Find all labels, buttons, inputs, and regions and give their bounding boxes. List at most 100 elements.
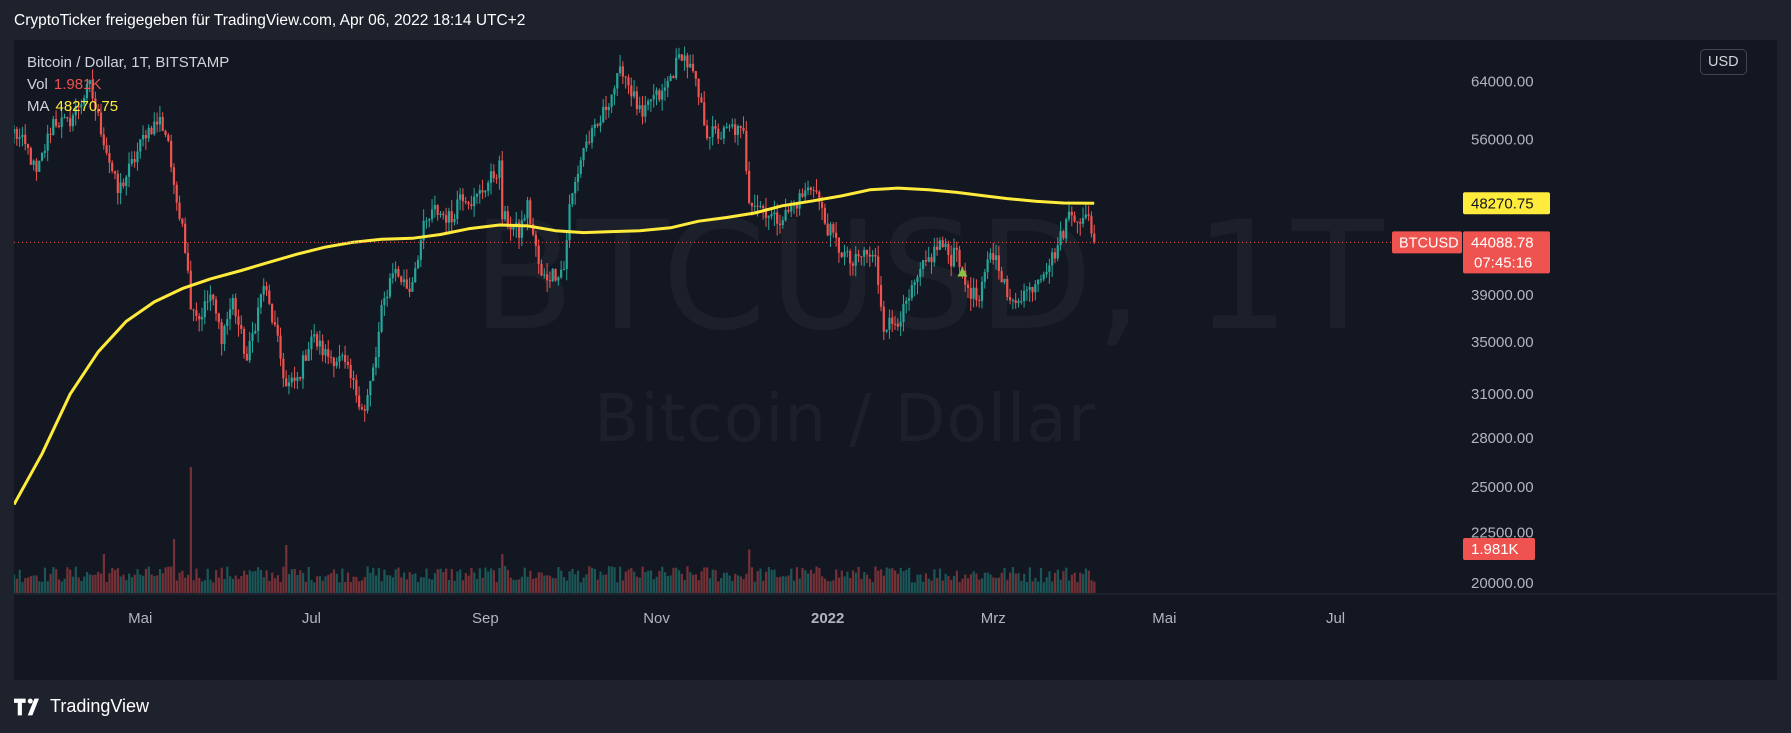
volume-bar	[450, 569, 453, 593]
volume-bar	[941, 580, 944, 593]
volume-bar	[720, 578, 723, 593]
footer-branding[interactable]: TradingView	[14, 696, 149, 717]
legend-volume[interactable]: Vol 1.981K	[27, 74, 229, 96]
volume-bar	[966, 578, 970, 593]
candle-body	[517, 222, 521, 238]
ma-price-badge	[1463, 192, 1550, 215]
candle-body	[209, 294, 212, 302]
candle-body	[85, 83, 89, 99]
legend-symbol[interactable]: Bitcoin / Dollar, 1T, BITSTAMP	[27, 54, 230, 71]
volume-bar	[989, 574, 992, 593]
volume-bar	[770, 569, 773, 593]
volume-bar	[880, 569, 883, 593]
volume-bar	[223, 578, 226, 593]
candle-body	[829, 224, 832, 236]
volume-bar	[551, 578, 554, 593]
candle-body	[672, 75, 675, 79]
legend-ma[interactable]: MA 48270.75	[27, 96, 229, 118]
candle-body	[489, 171, 493, 183]
volume-bar	[997, 577, 1001, 593]
symbol-badge[interactable]	[1392, 231, 1462, 254]
candle-body	[680, 54, 683, 61]
candle-body	[717, 128, 720, 139]
candle-body	[198, 315, 201, 320]
volume-bar	[1037, 581, 1040, 593]
moving-average-line[interactable]	[14, 186, 1095, 506]
volume-bar	[812, 573, 815, 593]
volume-bar	[296, 574, 299, 593]
candle-body	[941, 240, 944, 248]
volume-bar	[1070, 574, 1073, 593]
volume-bar	[240, 575, 243, 593]
volume-bar	[15, 578, 19, 593]
candle-body	[790, 205, 793, 212]
volume-bar	[327, 574, 330, 593]
volume-bar	[276, 575, 279, 593]
volume-bar	[459, 569, 462, 593]
candle-body	[874, 254, 877, 257]
volume-bar	[708, 578, 712, 593]
volume-bar	[1006, 579, 1009, 593]
candle-body	[259, 294, 263, 308]
volume-bar	[593, 569, 597, 593]
candle-body	[38, 160, 41, 172]
candle-body	[644, 104, 647, 117]
price-tick-label: 35000.00	[1471, 334, 1534, 351]
candle-body	[439, 213, 442, 215]
volume-bar	[388, 575, 392, 593]
chart-pane[interactable]: BTCUSD, 1T Bitcoin / Dollar 64000.00 5600…	[14, 40, 1777, 680]
volume-bar	[944, 573, 947, 593]
candle-body	[952, 247, 956, 267]
candle-body	[579, 160, 582, 174]
candle-body	[1014, 300, 1017, 304]
candle-body	[823, 207, 826, 224]
volume-bar	[821, 576, 824, 593]
legend-ma-value: 48270.75	[55, 98, 119, 115]
volume-bar	[1067, 580, 1071, 593]
price-chart[interactable]: 64000.0056000.0048000.0043000.0039000.00…	[14, 40, 1777, 680]
volume-bar	[818, 567, 821, 593]
volume-bar	[128, 573, 131, 593]
volume-bar	[675, 567, 678, 593]
volume-bar	[692, 574, 695, 593]
candle-body	[346, 362, 349, 365]
candle-body	[916, 277, 919, 283]
volume-bar	[868, 578, 871, 593]
candle-body	[60, 117, 63, 127]
volume-bar	[14, 574, 16, 593]
candle-body	[764, 208, 768, 218]
candle-body	[402, 279, 406, 283]
candle-body	[705, 125, 709, 139]
volume-bar	[254, 570, 257, 593]
candle-body	[372, 367, 375, 381]
candle-body	[363, 409, 366, 411]
volume-bar	[341, 568, 344, 593]
volume-bar	[43, 567, 47, 593]
currency-button[interactable]: USD	[1700, 49, 1747, 75]
volume-bar	[189, 467, 192, 593]
volume-bar	[588, 566, 591, 593]
volume-bar	[902, 571, 905, 593]
volume-bar	[823, 578, 827, 593]
volume-bar	[71, 576, 75, 593]
volume-bar	[837, 577, 841, 593]
volume-bar	[854, 572, 857, 593]
volume-bar	[689, 571, 692, 593]
volume-bar	[349, 582, 352, 593]
volume-bar	[217, 577, 221, 593]
volume-bar	[436, 569, 439, 593]
volume-bar	[262, 577, 265, 593]
volume-bar	[835, 569, 838, 593]
volume-bar	[846, 571, 849, 593]
candle-body	[736, 125, 740, 135]
candle-body	[610, 94, 613, 107]
volume-bar	[83, 576, 86, 593]
candle-body	[661, 90, 664, 100]
volume-bar	[1034, 577, 1037, 593]
volume-bar	[512, 579, 515, 593]
candle-body	[616, 73, 619, 89]
volume-bar	[49, 573, 52, 593]
volume-bar	[958, 582, 961, 593]
volume-bar	[888, 568, 891, 593]
volume-bar	[380, 581, 383, 593]
